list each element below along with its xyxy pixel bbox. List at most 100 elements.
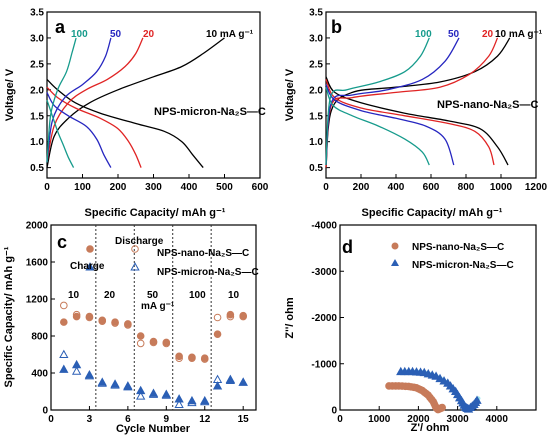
point-d-1-9-68 bbox=[472, 395, 482, 404]
curve-a-6 bbox=[46, 99, 75, 168]
y-tick-label-c-3: 1200 bbox=[26, 295, 49, 306]
point-c-nano-discharge-1 bbox=[72, 310, 81, 319]
rate-label-b-50: 50 bbox=[448, 29, 460, 40]
series-group-a bbox=[46, 37, 225, 169]
point-c-nano-discharge-0 bbox=[60, 301, 68, 310]
y-axis-label-c: Specific Capacity/ mAh g⁻¹ bbox=[3, 246, 15, 387]
point-c-micron-discharge-4 bbox=[110, 380, 120, 389]
point-c-nano-charge-12 bbox=[213, 330, 222, 338]
x-tick-label-b-4: 800 bbox=[458, 182, 475, 193]
rate-label-b-10: 10 mA g⁻¹ bbox=[495, 29, 543, 40]
point-c-micron-discharge-12 bbox=[212, 374, 223, 384]
panel-label-c: c bbox=[57, 232, 67, 252]
panel-label-b: b bbox=[331, 17, 342, 37]
y-tick-label-c-1: 400 bbox=[31, 369, 48, 380]
rate-dividers-c bbox=[95, 225, 212, 410]
x-tick-label-c-1: 3 bbox=[87, 414, 93, 425]
y-axis-label-a: Voltage/ V bbox=[4, 68, 16, 121]
y-tick-label-b-3: 2.0 bbox=[309, 85, 323, 96]
point-c-micron-discharge-0 bbox=[59, 349, 69, 359]
curve-b-3 bbox=[325, 37, 499, 168]
y-tick-label-a-4: 2.5 bbox=[30, 59, 44, 70]
x-tick-label-b-1: 200 bbox=[353, 182, 370, 193]
point-c-nano-discharge-4 bbox=[111, 319, 119, 327]
x-tick-label-b-5: 1000 bbox=[490, 182, 513, 193]
legend-nano-label: NPS-nano-Na₂S—C bbox=[157, 248, 249, 259]
x-ticks-b: 0 200 400 600 800 1000 1200 bbox=[323, 174, 548, 193]
point-c-micron-discharge-8 bbox=[161, 390, 171, 399]
panel-label-d: d bbox=[342, 237, 353, 257]
point-c-micron-charge-9 bbox=[174, 394, 184, 403]
legend-marker-nano-charge bbox=[86, 245, 94, 253]
legend-label-micron: NPS-micron-Na₂S—C bbox=[412, 260, 514, 271]
point-c-micron-discharge-13 bbox=[225, 375, 236, 384]
point-c-micron-charge-6 bbox=[136, 385, 146, 395]
y-tick-label-d-1: -1000 bbox=[311, 359, 337, 370]
y-tick-label-d-0: 0 bbox=[331, 406, 337, 417]
point-d-0-9-68 bbox=[438, 403, 447, 412]
x-axis-label-b: Specific Capacity/ mAh g⁻¹ bbox=[362, 207, 503, 219]
x-ticks-d: 0 1000 2000 3000 4000 bbox=[337, 406, 508, 425]
y-tick-label-a-1: 1.0 bbox=[30, 137, 44, 148]
point-c-nano-discharge-11 bbox=[200, 355, 209, 363]
y-tick-label-a-2: 1.5 bbox=[30, 111, 44, 122]
point-c-nano-discharge-10 bbox=[188, 354, 196, 363]
x-ticks-a: 0 100 200 300 400 500 600 bbox=[44, 174, 269, 193]
y-ticks-c: 0 400 800 1200 1600 2000 bbox=[26, 221, 55, 417]
y-tick-label-a-5: 3.0 bbox=[30, 33, 44, 44]
point-c-nano-discharge-5 bbox=[124, 321, 132, 329]
curve-b-6 bbox=[325, 86, 430, 166]
point-c-nano-charge-6 bbox=[136, 332, 145, 340]
panel-d: 0-1000-2000-3000-4000 0 1000 2000 3000 4000 … bbox=[284, 221, 537, 434]
y-tick-label-b-2: 1.5 bbox=[309, 111, 323, 122]
y-tick-label-d-4: -4000 bbox=[311, 221, 337, 232]
x-tick-label-d-3: 3000 bbox=[446, 414, 469, 425]
y-axis-label-b: Voltage/ V bbox=[284, 68, 296, 121]
y-tick-label-c-4: 1600 bbox=[26, 258, 49, 269]
legend-discharge-label: Discharge bbox=[115, 236, 164, 247]
legend-marker-nano-discharge bbox=[131, 245, 139, 253]
curve-a-7 bbox=[46, 37, 77, 163]
y-tick-label-d-3: -3000 bbox=[311, 267, 337, 278]
curve-a-2 bbox=[46, 86, 142, 168]
legend-marker-micron-charge bbox=[85, 262, 95, 271]
point-c-nano-discharge-8 bbox=[162, 339, 171, 348]
legend-charge-label: Charge bbox=[70, 261, 105, 272]
curve-b-7 bbox=[325, 37, 430, 166]
point-c-micron-discharge-3 bbox=[97, 378, 107, 387]
point-c-micron-discharge-5 bbox=[123, 382, 133, 391]
legend-marker-micron-discharge bbox=[130, 262, 140, 271]
x-axis-label-a: Specific Capacity/ mAh g⁻¹ bbox=[85, 207, 226, 219]
x-tick-label-b-6: 1200 bbox=[525, 182, 548, 193]
plot-frame-c bbox=[50, 224, 257, 411]
point-c-nano-discharge-9 bbox=[175, 354, 183, 363]
curve-b-0 bbox=[325, 76, 509, 166]
x-tick-label-a-1: 100 bbox=[74, 182, 91, 193]
point-c-micron-discharge-9 bbox=[174, 399, 184, 408]
point-c-nano-discharge-2 bbox=[85, 313, 94, 322]
curve-a-1 bbox=[46, 37, 225, 168]
y-tick-label-c-2: 800 bbox=[31, 332, 48, 343]
rate-label-a-10: 10 mA g⁻¹ bbox=[206, 29, 254, 40]
y-ticks-a: 0.5 1.0 1.5 2.0 2.5 3.0 3.5 bbox=[30, 8, 51, 174]
rate-label-a-100: 100 bbox=[71, 29, 88, 40]
y-tick-label-b-4: 2.5 bbox=[309, 59, 323, 70]
x-tick-label-c-2: 6 bbox=[125, 414, 131, 425]
curve-a-5 bbox=[46, 37, 112, 163]
panel-a: 0.5 1.0 1.5 2.0 2.5 3.0 3.5 0 100 200 300 400 500 60… bbox=[4, 8, 269, 220]
x-tick-label-a-6: 600 bbox=[252, 182, 269, 193]
series-group-d bbox=[385, 366, 482, 414]
x-tick-label-a-0: 0 bbox=[44, 182, 50, 193]
rate-segment-label-2: 20 bbox=[104, 290, 116, 301]
point-c-nano-discharge-14 bbox=[239, 312, 247, 321]
rate-segment-label-1: 10 bbox=[68, 290, 80, 301]
legend-label-nano: NPS-nano-Na₂S—C bbox=[412, 242, 504, 253]
rate-label-b-100: 100 bbox=[415, 29, 432, 40]
point-c-micron-discharge-2 bbox=[84, 370, 95, 380]
y-tick-label-b-1: 1.0 bbox=[309, 137, 323, 148]
point-c-nano-discharge-12 bbox=[213, 313, 222, 322]
rate-segment-label-4: 100 bbox=[189, 290, 206, 301]
point-c-nano-discharge-13 bbox=[226, 312, 235, 321]
series-group-c bbox=[59, 245, 248, 408]
point-c-micron-charge-12 bbox=[212, 381, 223, 390]
